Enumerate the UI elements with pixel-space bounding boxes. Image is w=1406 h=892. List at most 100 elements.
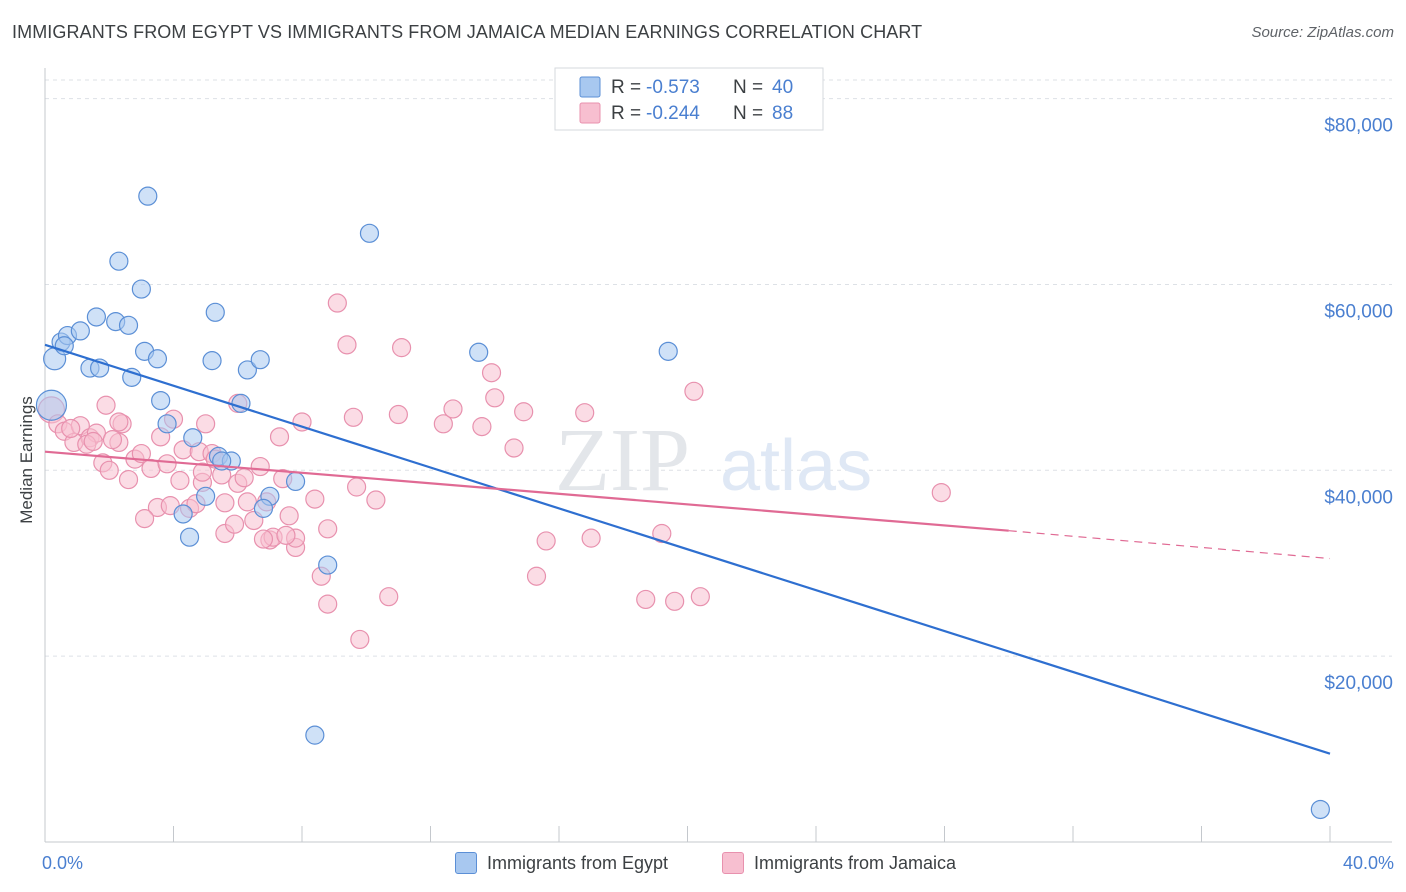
- x-tick-label-right: 40.0%: [1343, 853, 1394, 873]
- point-egypt-18: [157, 414, 177, 434]
- point-jamaica-62: [391, 338, 412, 358]
- point-jamaica-13: [118, 469, 139, 490]
- point-jamaica-60: [379, 587, 399, 607]
- axes: [44, 68, 1392, 843]
- legend-item-egypt[interactable]: Immigrants from Egypt: [455, 852, 668, 874]
- legend-label-egypt: Immigrants from Egypt: [487, 852, 669, 873]
- point-jamaica-40: [250, 456, 270, 477]
- legend-top: R = -0.573 N = 40 R = -0.244 N = 88: [554, 67, 824, 131]
- point-egypt-29: [179, 527, 200, 547]
- source-label: Source: ZipAtlas.com: [1251, 24, 1394, 41]
- legend-swatch-egypt: [579, 76, 601, 98]
- x-tick-label-left: 0.0%: [42, 853, 83, 873]
- legend-bottom: Immigrants from Egypt Immigrants from Ja…: [0, 852, 1406, 878]
- point-egypt-35: [359, 223, 380, 243]
- point-jamaica-65: [472, 417, 492, 437]
- point-egypt-21: [237, 360, 257, 380]
- legend-item-jamaica[interactable]: Immigrants from Jamaica: [722, 852, 956, 874]
- point-egypt-12: [131, 279, 151, 299]
- point-jamaica-67: [485, 388, 505, 408]
- point-jamaica-54: [327, 293, 347, 313]
- legend-label-jamaica: Immigrants from Jamaica: [754, 852, 957, 873]
- point-egypt-38: [1310, 799, 1330, 820]
- legend-egypt-n-value: 40: [772, 77, 793, 98]
- chart-title: IMMIGRANTS FROM EGYPT VS IMMIGRANTS FROM…: [12, 22, 923, 42]
- point-jamaica-38: [237, 492, 257, 512]
- y-tick-label-1: $40,000: [1324, 487, 1393, 508]
- legend-egypt-r-label: R =: [611, 77, 641, 98]
- point-egypt-19: [202, 351, 222, 371]
- point-jamaica-32: [215, 493, 235, 513]
- point-jamaica-84: [83, 431, 103, 452]
- point-egypt-22: [250, 350, 270, 370]
- point-egypt-10: [138, 186, 158, 206]
- point-jamaica-50: [305, 489, 325, 509]
- point-jamaica-68: [504, 438, 524, 458]
- point-egypt-6: [86, 307, 107, 327]
- legend-swatch-jamaica: [579, 102, 601, 124]
- point-jamaica-44: [269, 427, 290, 447]
- point-jamaica-23: [170, 470, 190, 491]
- point-egypt-33: [318, 555, 338, 575]
- point-jamaica-59: [366, 490, 386, 510]
- point-egypt-24: [183, 428, 203, 448]
- point-jamaica-58: [350, 629, 370, 650]
- point-egypt-0: [35, 389, 68, 421]
- point-jamaica-61: [388, 404, 408, 425]
- point-jamaica-57: [347, 477, 367, 497]
- point-jamaica-49: [292, 412, 312, 432]
- legend-egypt-n-label: N =: [733, 77, 763, 98]
- legend-jamaica-r-value: -0.244: [646, 103, 700, 124]
- point-jamaica-34: [224, 514, 245, 534]
- legend-jamaica-n-label: N =: [733, 103, 763, 124]
- point-jamaica-66: [481, 363, 502, 383]
- point-egypt-5: [70, 321, 90, 341]
- point-egypt-13: [118, 315, 139, 335]
- point-egypt-36: [469, 342, 489, 362]
- legend-swatch-egypt: [455, 852, 477, 874]
- watermark-atlas: atlas: [720, 426, 872, 506]
- point-egypt-27: [196, 486, 216, 506]
- point-jamaica-79: [931, 482, 951, 503]
- point-jamaica-76: [665, 591, 685, 611]
- point-jamaica-29: [196, 414, 216, 434]
- trend-lines: [44, 343, 1331, 755]
- legend-swatch-jamaica: [722, 852, 744, 874]
- watermark-zip: ZIP: [555, 411, 690, 510]
- point-jamaica-75: [652, 523, 672, 544]
- point-jamaica-46: [279, 506, 299, 526]
- series-egypt-points: [35, 186, 1330, 820]
- point-egypt-15: [147, 349, 168, 369]
- point-jamaica-81: [102, 430, 123, 450]
- point-jamaica-87: [276, 525, 296, 545]
- point-jamaica-63: [433, 414, 453, 434]
- point-jamaica-83: [61, 418, 81, 439]
- point-jamaica-73: [581, 528, 601, 548]
- point-egypt-31: [253, 498, 274, 518]
- legend-jamaica-n-value: 88: [772, 103, 793, 124]
- point-egypt-20: [205, 302, 225, 322]
- trend-line-jamaica-extension: [1008, 530, 1331, 560]
- point-jamaica-53: [318, 594, 338, 614]
- y-tick-label-0: $20,000: [1324, 673, 1393, 694]
- point-jamaica-9: [99, 460, 119, 480]
- y-axis-label: Median Earnings: [17, 396, 36, 524]
- y-tick-label-2: $60,000: [1324, 301, 1393, 322]
- point-jamaica-85: [253, 529, 274, 549]
- point-jamaica-71: [536, 531, 556, 551]
- point-jamaica-16: [131, 443, 151, 464]
- point-egypt-37: [658, 341, 678, 361]
- point-egypt-11: [109, 251, 129, 271]
- point-egypt-34: [305, 725, 325, 745]
- point-jamaica-77: [684, 381, 704, 401]
- point-jamaica-37: [234, 468, 254, 488]
- point-jamaica-19: [134, 509, 155, 529]
- y-tick-labels: $20,000 $40,000 $60,000 $80,000: [1324, 116, 1393, 695]
- point-jamaica-74: [636, 589, 656, 610]
- point-jamaica-70: [526, 566, 547, 586]
- point-jamaica-78: [690, 587, 710, 607]
- point-jamaica-72: [575, 403, 595, 423]
- point-jamaica-52: [318, 519, 338, 539]
- legend-egypt-r-value: -0.573: [646, 77, 700, 98]
